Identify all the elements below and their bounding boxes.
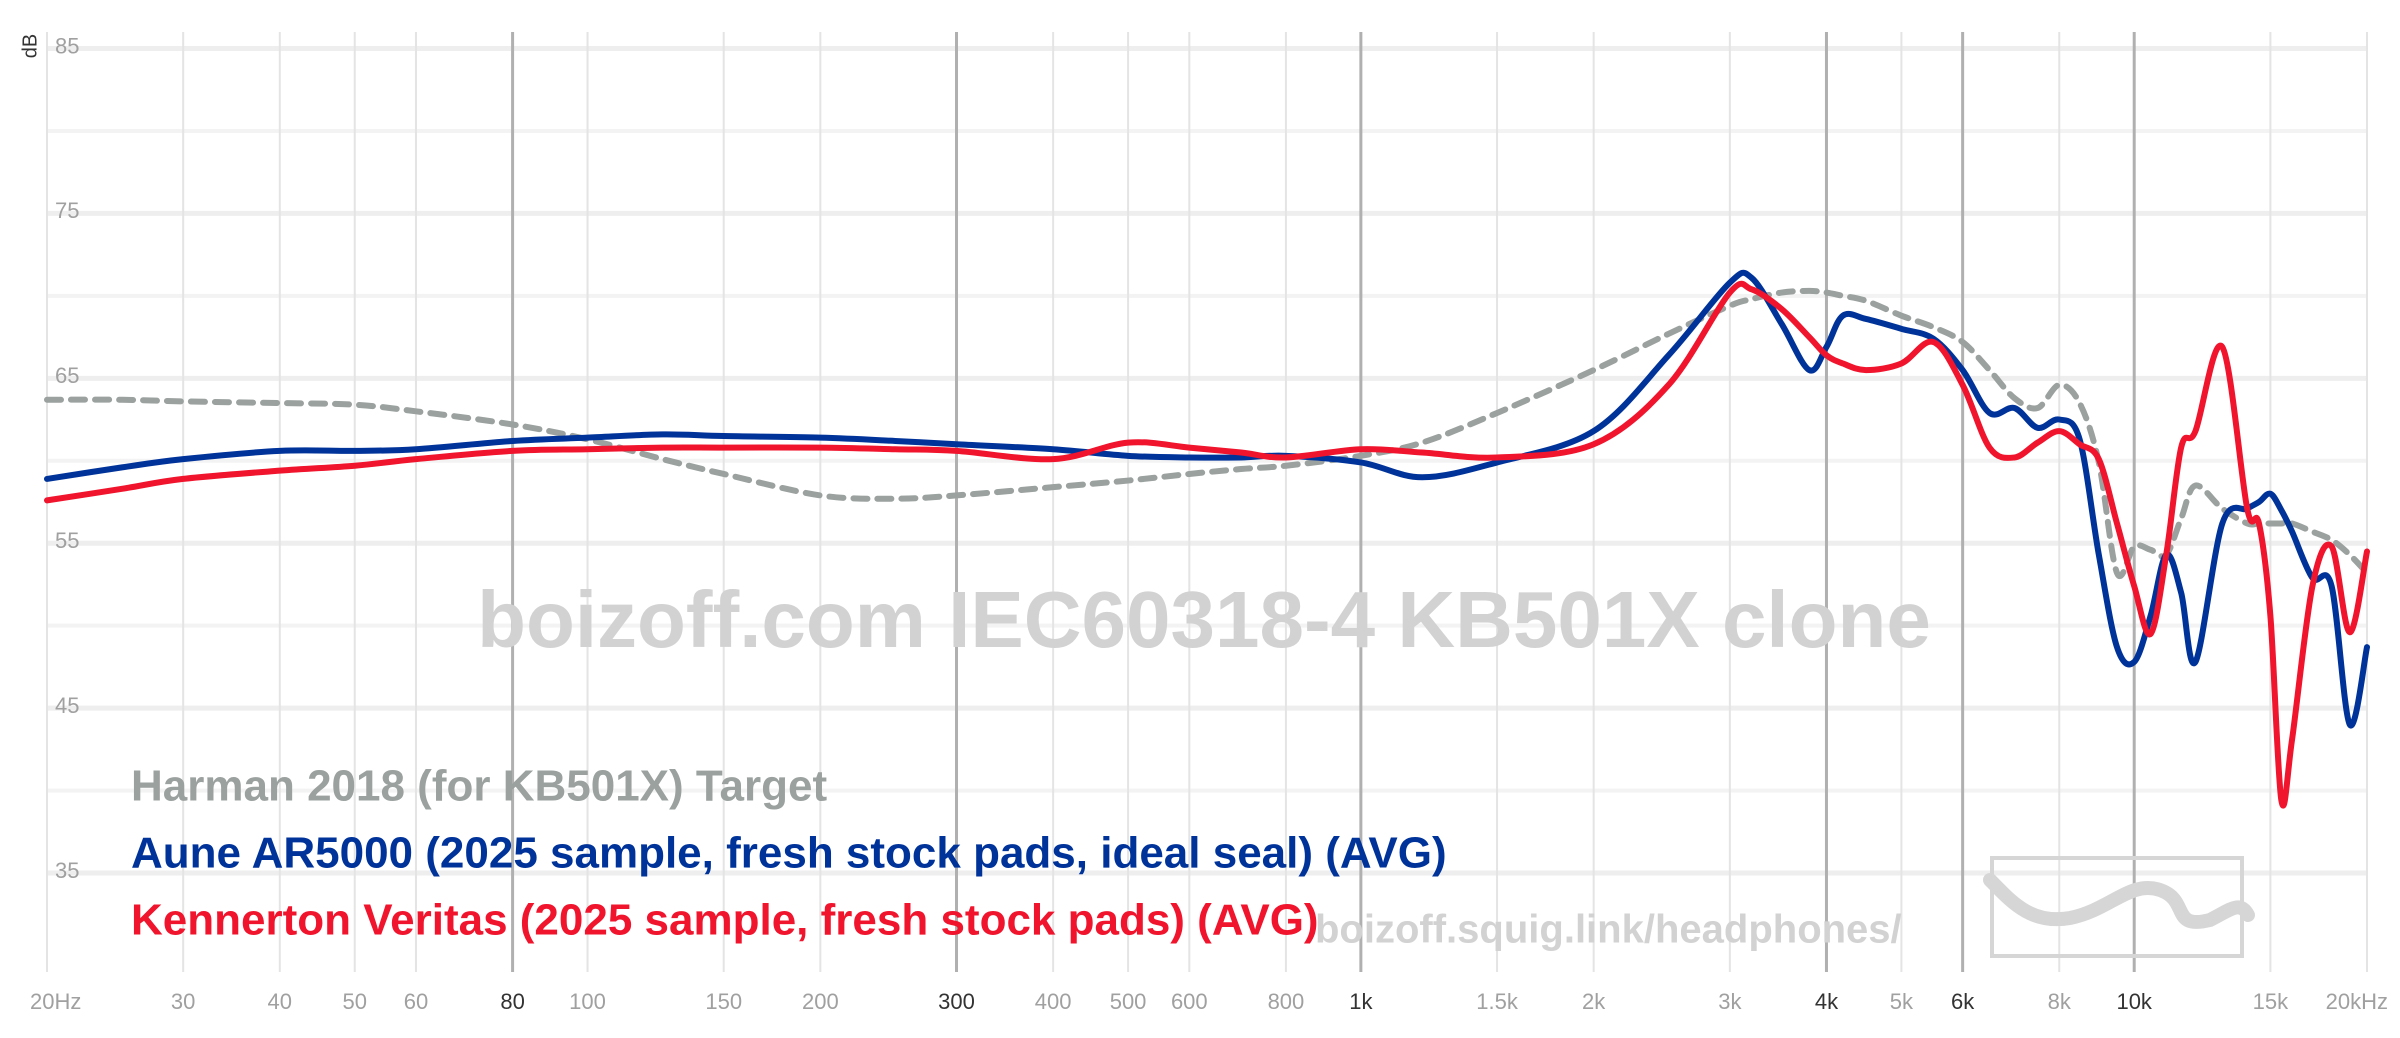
x-tick-label: 60 [404, 989, 428, 1014]
series-line [44, 280, 2370, 809]
x-tick-label: 10k [2116, 989, 2152, 1014]
series-line [44, 287, 2370, 579]
x-tick-label: 400 [1035, 989, 1072, 1014]
y-tick-label: 65 [55, 363, 79, 388]
y-tick-label: 45 [55, 693, 79, 718]
legend: Harman 2018 (for KB501X) Target Aune AR50… [131, 762, 1447, 945]
x-tick-label: 150 [705, 989, 742, 1014]
x-tick-label: 500 [1110, 989, 1147, 1014]
y-axis-label: dB [19, 34, 41, 58]
x-tick-label: 300 [938, 989, 975, 1014]
legend-entry: Harman 2018 (for KB501X) Target [131, 762, 827, 811]
legend-entry: Kennerton Veritas (2025 sample, fresh st… [131, 896, 1319, 945]
y-tick-label: 75 [55, 198, 79, 223]
x-tick-label: 3k [1718, 989, 1742, 1014]
x-tick-label: 30 [171, 989, 195, 1014]
logo-squiggle [1983, 873, 2255, 929]
x-tick-label: 6k [1951, 989, 1975, 1014]
x-tick-label: 40 [268, 989, 292, 1014]
x-tick-label: 200 [802, 989, 839, 1014]
x-tick-label: 5k [1890, 989, 1914, 1014]
x-tick-label: 2k [1582, 989, 1606, 1014]
plot-lines [44, 269, 2370, 809]
grid: 35 45 55 65 75 85 20Hz 30 40 50 60 80 100 150 200 300 40… [30, 32, 2388, 1014]
x-tick-label: 15k [2253, 989, 2289, 1014]
x-tick-label: 800 [1268, 989, 1305, 1014]
x-tick-label: 4k [1815, 989, 1839, 1014]
source-url: boizoff.squig.link/headphones/ [1315, 908, 1902, 952]
x-tick-label: 100 [569, 989, 606, 1014]
y-tick-label: 85 [55, 33, 79, 58]
x-tick-label: 1k [1349, 989, 1373, 1014]
watermark: boizoff.com IEC60318-4 KB501X clone [477, 575, 1931, 664]
y-tick-label: 55 [55, 528, 79, 553]
x-tick-label: 1.5k [1476, 989, 1519, 1014]
y-tick-label: 35 [55, 858, 79, 883]
x-tick-label: 50 [342, 989, 366, 1014]
x-tick-label: 80 [500, 989, 524, 1014]
x-tick-label: 20kHz [2326, 989, 2388, 1014]
x-tick-label: 8k [2048, 989, 2072, 1014]
logo [1983, 856, 2255, 958]
x-tick-label: 600 [1171, 989, 1208, 1014]
legend-entry: Aune AR5000 (2025 sample, fresh stock pa… [131, 829, 1447, 878]
x-tick-label: 20Hz [30, 989, 81, 1014]
